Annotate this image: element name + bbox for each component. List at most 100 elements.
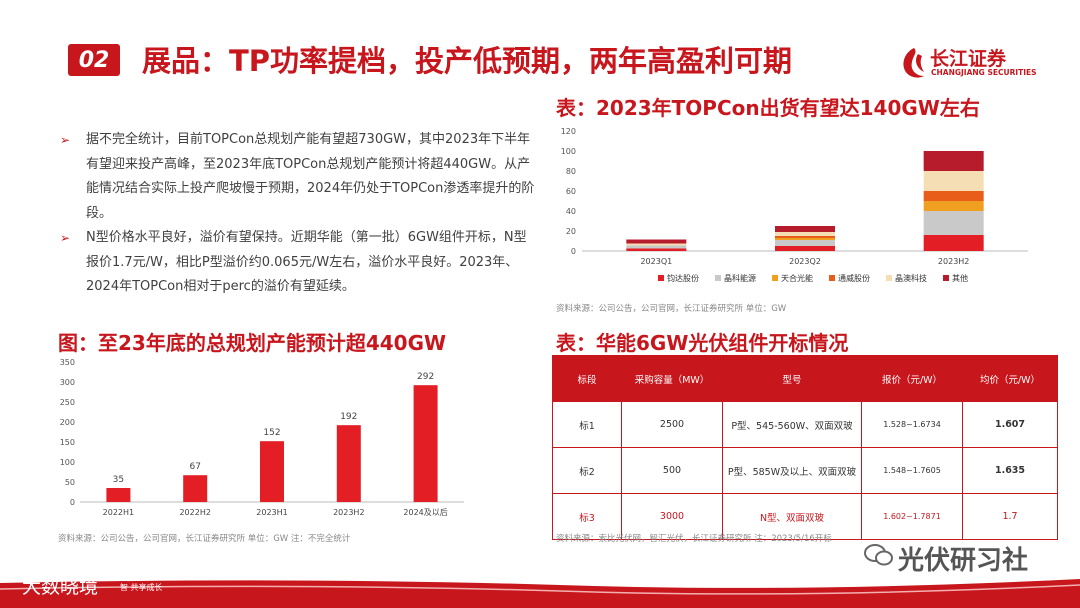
- left-chart-title: 图：至23年底的总规划产能预计超440GW: [58, 331, 447, 355]
- y-tick-label: 0: [571, 247, 576, 256]
- right-chart-source: 资料来源：公司公告，公司官网，长江证券研究所 单位：GW: [556, 304, 787, 314]
- shipment-stacked-chart: 0 20 40 60 80 100 120 2023Q1 2023Q2 2023H2 钧达股份 晶科能…: [561, 127, 1028, 283]
- bar: [183, 475, 208, 502]
- table-cell: 2500: [621, 401, 723, 448]
- bullet-item: ➢ 据不完全统计，目前TOPCon总规划产能有望超730GW，其中2023年下半年…: [60, 132, 535, 221]
- table-cell: 1.528~1.6734: [861, 401, 963, 448]
- stack-segment: [775, 226, 835, 232]
- table-row: 标2 500 P型、585W及以上、双面双玻 1.548~1.7605 1.63…: [552, 447, 1058, 494]
- data-label: 152: [263, 428, 280, 438]
- y-tick-label: 40: [566, 207, 576, 216]
- legend-label: 通威股份: [838, 273, 870, 283]
- table-header: 标段: [552, 355, 622, 402]
- y-tick-label: 100: [561, 147, 576, 156]
- logo-en: CHANGJIANG SECURITIES: [931, 68, 1037, 77]
- table-cell: 1.602~1.7871: [861, 493, 963, 540]
- stack-segment: [626, 248, 687, 251]
- y-tick-label: 50: [65, 478, 75, 487]
- logo-icon: [903, 48, 924, 78]
- bullet-item: ➢ N型价格水平良好，溢价有望保持。近期华能（第一批）6GW组件开标，N型报价1.…: [60, 230, 527, 294]
- x-tick-label: 2023Q1: [640, 257, 672, 266]
- bar: [336, 425, 361, 502]
- wechat-icon: [864, 544, 893, 566]
- stack-segment: [775, 236, 835, 238]
- table-header: 采购容量（MW）: [621, 355, 723, 402]
- table-cell: P型、585W及以上、双面双玻: [722, 447, 862, 494]
- table-cell: 1.635: [962, 447, 1058, 494]
- stack-segment: [775, 232, 835, 236]
- footer-band: [0, 579, 1080, 608]
- y-tick-label: 200: [60, 418, 75, 427]
- bid-table: 标段 采购容量（MW） 型号 报价（元/W） 均价（元/W） 标1 2500 P…: [552, 355, 1058, 540]
- table-header: 均价（元/W）: [962, 355, 1058, 402]
- table-row: 标1 2500 P型、545-560W、双面双玻 1.528~1.6734 1.…: [552, 401, 1058, 448]
- x-tick-label: 2024及以后: [403, 507, 447, 517]
- legend-swatch: [715, 275, 721, 281]
- bullet-list: ➢ 据不完全统计，目前TOPCon总规划产能有望超730GW，其中2023年下半年…: [60, 128, 538, 300]
- table-source: 资料来源：索比光伏网，智汇光伏，长江证券研究所 注：2023/5/16开标: [556, 534, 832, 544]
- stack-segment: [923, 211, 984, 235]
- bar: [106, 488, 131, 502]
- right-chart-title: 表：2023年TOPCon出货有望达140GW左右: [556, 96, 980, 120]
- bar: [260, 441, 284, 502]
- legend-label: 晶澳科技: [895, 273, 927, 283]
- table-cell: 3000: [621, 493, 723, 540]
- stack-segment: [775, 246, 835, 251]
- legend-swatch: [772, 275, 778, 281]
- stack-segment: [626, 239, 687, 244]
- footer-watermark-left: 大数晓境: [22, 576, 99, 598]
- brand-logo: 长江证券 CHANGJIANG SECURITIES: [900, 44, 1037, 88]
- table-cell: 1.7: [962, 493, 1058, 540]
- legend-label: 钧达股份: [667, 273, 699, 283]
- section-badge: 02: [68, 44, 120, 76]
- table-cell: 标1: [552, 401, 622, 448]
- stack-segment: [923, 191, 984, 201]
- capacity-bar-chart: 0 50 100 150 200 250 300 350 35 2022H1 67 2022H2 152…: [60, 358, 464, 517]
- legend-label: 其他: [952, 273, 968, 283]
- table-row-highlight: 标3 3000 N型、双面双玻 1.602~1.7871 1.7: [552, 493, 1058, 540]
- page-title: 展品：TP功率提档，投产低预期，两年高盈利可期: [142, 44, 793, 78]
- data-label: 67: [189, 462, 200, 472]
- table-header-row: 标段 采购容量（MW） 型号 报价（元/W） 均价（元/W）: [552, 355, 1058, 402]
- stack-segment: [775, 240, 835, 246]
- stack-segment: [626, 245, 687, 249]
- table-cell: N型、双面双玻: [722, 493, 862, 540]
- data-label: 292: [417, 372, 434, 382]
- y-tick-label: 120: [561, 127, 576, 136]
- y-tick-label: 20: [566, 227, 576, 236]
- table-cell: 1.548~1.7605: [861, 447, 963, 494]
- y-tick-label: 60: [566, 187, 576, 196]
- legend-swatch: [829, 275, 835, 281]
- legend-swatch: [943, 275, 949, 281]
- x-tick-label: 2022H2: [179, 508, 210, 517]
- stack-segment: [923, 235, 984, 251]
- y-tick-label: 100: [60, 458, 75, 467]
- wechat-watermark: 光伏研习社: [898, 546, 1029, 576]
- y-tick-label: 80: [566, 167, 576, 176]
- table-cell: 500: [621, 447, 723, 494]
- stack-segment: [626, 243, 687, 246]
- legend-swatch: [658, 275, 664, 281]
- table-header: 报价（元/W）: [861, 355, 963, 402]
- table-cell: 标2: [552, 447, 622, 494]
- table-title: 表：华能6GW光伏组件开标情况: [556, 331, 849, 355]
- logo-cn: 长江证券: [930, 48, 1007, 70]
- x-tick-label: 2023Q2: [789, 257, 821, 266]
- stack-segment: [923, 171, 984, 191]
- footer-tagline: 智 共享成长: [120, 583, 163, 592]
- stack-segment: [923, 201, 984, 211]
- y-tick-label: 250: [60, 398, 75, 407]
- data-label: 192: [340, 412, 357, 422]
- bar: [413, 385, 438, 502]
- table-cell: 1.607: [962, 401, 1058, 448]
- table-cell: 标3: [552, 493, 622, 540]
- y-tick-label: 350: [60, 358, 75, 367]
- table-header: 型号: [722, 355, 862, 402]
- x-tick-label: 2023H1: [256, 508, 287, 517]
- legend-swatch: [886, 275, 892, 281]
- legend-label: 晶科能源: [724, 273, 756, 283]
- data-label: 35: [113, 475, 124, 485]
- x-tick-label: 2023H2: [333, 508, 364, 517]
- x-tick-label: 2023H2: [938, 257, 969, 266]
- left-chart-source: 资料来源：公司公告，公司官网，长江证券研究所 单位：GW 注：不完全统计: [58, 534, 351, 544]
